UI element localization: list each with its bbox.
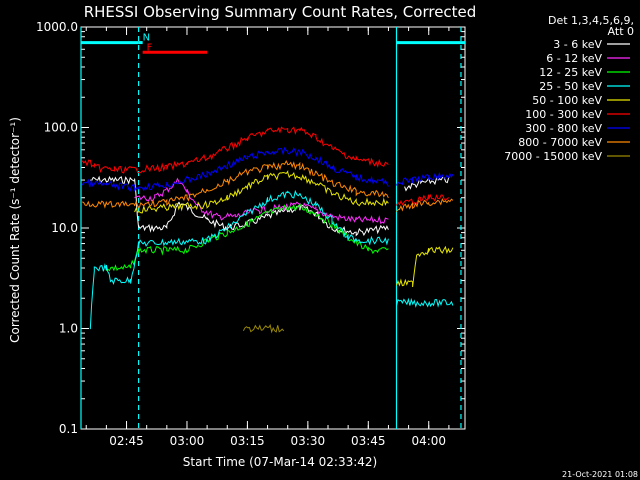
series-line bbox=[81, 126, 389, 174]
series-12-25-kev bbox=[106, 203, 389, 272]
legend-entry: 300 - 800 keV bbox=[525, 122, 602, 135]
flag-label: N bbox=[143, 33, 150, 44]
series-300-800-kev bbox=[81, 146, 454, 192]
x-tick-label: 03:15 bbox=[230, 434, 265, 448]
y-tick-label: 0.1 bbox=[59, 422, 78, 436]
legend-entry: 3 - 6 keV bbox=[553, 38, 602, 51]
series-line bbox=[89, 189, 389, 330]
y-tick-label: 10.0 bbox=[51, 221, 78, 235]
x-tick-label: 03:45 bbox=[351, 434, 386, 448]
legend-title: Det 1,3,4,5,6,9, bbox=[548, 14, 634, 27]
series-6-12-kev bbox=[134, 177, 389, 225]
series-800-7000-kev bbox=[81, 160, 454, 212]
series-25-50-kev bbox=[89, 189, 454, 330]
x-tick-label: 03:00 bbox=[170, 434, 205, 448]
series-7000-15000-kev bbox=[242, 323, 285, 334]
x-tick-label: 03:30 bbox=[291, 434, 326, 448]
series-100-300-kev bbox=[81, 126, 450, 206]
legend-entry: 7000 - 15000 keV bbox=[504, 150, 602, 163]
legend-entry: 12 - 25 keV bbox=[539, 66, 602, 79]
series-line bbox=[396, 297, 454, 308]
series-50-100-kev bbox=[134, 170, 454, 288]
series-line bbox=[396, 193, 450, 206]
series-line bbox=[404, 176, 450, 192]
series-3-6-kev bbox=[90, 175, 450, 237]
series-line bbox=[242, 323, 285, 334]
y-axis-label: Corrected Count Rate (s⁻¹ detector⁻¹) bbox=[8, 117, 22, 343]
legend-entry: 25 - 50 keV bbox=[539, 80, 602, 93]
footer-timestamp: 21-Oct-2021 01:08 bbox=[562, 470, 638, 479]
x-tick-label: 04:00 bbox=[411, 434, 446, 448]
legend-entry: 100 - 300 keV bbox=[525, 108, 602, 121]
chart-title: RHESSI Observing Summary Count Rates, Co… bbox=[84, 3, 477, 21]
series-line bbox=[81, 160, 389, 210]
series-line bbox=[134, 177, 389, 225]
y-tick-label: 1000.0 bbox=[36, 20, 78, 34]
series-line bbox=[396, 171, 454, 186]
plot-area: 0.1 1.0 10.0 100.0 1000.0 02:45 03:00 03:15 03:3… bbox=[36, 20, 466, 448]
x-axis-label: Start Time (07-Mar-14 02:33:42) bbox=[183, 455, 377, 469]
y-tick-label: 100.0 bbox=[44, 121, 78, 135]
flag-label: F bbox=[147, 42, 153, 53]
series-line bbox=[90, 175, 389, 237]
series-line bbox=[396, 197, 454, 212]
legend-title: Att 0 bbox=[608, 25, 634, 38]
legend-entry: 50 - 100 keV bbox=[532, 94, 602, 107]
legend-entry: 6 - 12 keV bbox=[546, 52, 602, 65]
series-line bbox=[81, 146, 389, 192]
series-line bbox=[396, 245, 454, 288]
series-line bbox=[106, 203, 389, 272]
x-tick-label: 02:45 bbox=[109, 434, 144, 448]
legend-entry: 800 - 7000 keV bbox=[518, 136, 602, 149]
y-tick-label: 1.0 bbox=[59, 322, 78, 336]
series-line bbox=[134, 170, 389, 214]
